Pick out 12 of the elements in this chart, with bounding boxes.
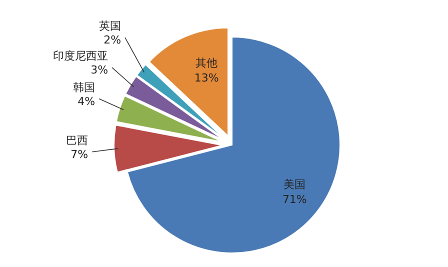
data-label: 7% (70, 148, 88, 161)
slice-label: 英国 (99, 20, 122, 33)
slice-label: 印度尼西亚 (53, 50, 108, 63)
slice-label: 美国 (284, 178, 306, 192)
data-label: 3% (90, 64, 108, 77)
data-label: 13% (194, 71, 219, 84)
data-label: 2% (104, 34, 122, 47)
slice-label: 韩国 (73, 80, 96, 94)
data-label: 4% (78, 94, 96, 108)
slice-label: 巴西 (66, 134, 88, 147)
slice-label: 其他 (196, 56, 218, 70)
data-label: 71% (282, 193, 307, 206)
